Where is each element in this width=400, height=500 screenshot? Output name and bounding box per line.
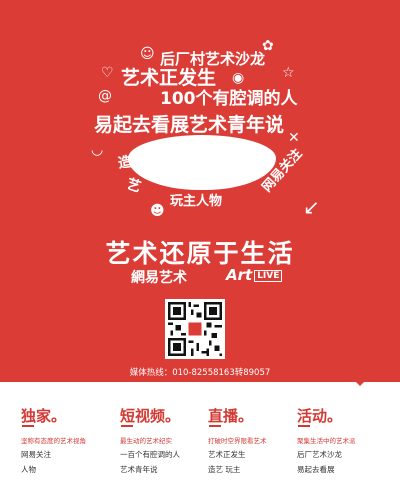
word-art-happening: 艺术正发生 [121, 67, 217, 89]
column-subtitle: 最生动的艺术纪实 [120, 437, 172, 445]
column-events: 活动。 聚集生活中的艺术派 后厂艺术沙龙 易起去看展 [297, 405, 392, 476]
word-exhibition: 易起去看展艺术青年说 [94, 114, 285, 136]
artlive-logo-text: Art [226, 266, 253, 284]
slogan: 艺术还原于生活 [105, 239, 295, 268]
column-subtitle: 坚称有态度的艺术视角 [21, 437, 86, 445]
star-doodle-icon: ☆ [282, 65, 295, 81]
word-100-people: 100个有腔调的人 [160, 89, 298, 109]
media-hotline: 媒体热线：010-82558163转89057 [129, 368, 271, 378]
column-tag[interactable]: 易起去看展 [297, 465, 335, 474]
spiral-doodle-icon: @ [98, 88, 112, 104]
word-players: 玩主人物 [170, 194, 223, 209]
word-zao: 造 [117, 154, 134, 172]
pointer-arrow [354, 380, 366, 386]
swirl-doodle-icon: ✿ [262, 38, 274, 54]
column-tag[interactable]: 后厂艺术沙龙 [297, 450, 342, 459]
column-tag[interactable]: 网易关注 [21, 450, 51, 459]
column-tag[interactable]: 人物 [21, 465, 36, 474]
column-title: 独家。 [21, 405, 116, 427]
netease-art-logo: 網易艺术 [131, 270, 187, 286]
column-subtitle: 打破时空界限看艺术 [208, 437, 267, 445]
cross-doodle-icon: ✕ [288, 130, 300, 146]
arrow-doodle-icon: ↙ [303, 195, 320, 219]
smile-doodle-icon: ◡ [91, 142, 104, 158]
column-exclusive: 独家。 坚称有态度的艺术视角 网易关注 人物 [21, 405, 116, 476]
eye-doodle-icon: ◉ [232, 70, 245, 86]
artlive-logo: Art LIVE [226, 266, 283, 284]
column-subtitle: 聚集生活中的艺术派 [297, 437, 356, 445]
word-yi: 艺 [124, 176, 143, 196]
column-short-video: 短视频。 最生动的艺术纪实 一百个有腔调的人 艺术青年说 [120, 405, 215, 476]
word-salon: 后厂村艺术沙龙 [160, 50, 266, 68]
artlive-badge: LIVE [254, 269, 283, 282]
face-doodle-icon: ☻ [150, 203, 165, 219]
column-tag[interactable]: 造艺 玩主 [208, 465, 241, 474]
hero-panel: ☺ ✿ ☆ ♡ @ ◉ ✕ ↙ ☻ ◡ 后厂村艺术沙龙 艺术正发生 100个有腔… [0, 0, 400, 382]
column-tag[interactable]: 艺术正发生 [208, 450, 246, 459]
column-title: 活动。 [297, 405, 392, 427]
heart-doodle-icon: ♡ [101, 65, 114, 81]
column-title: 直播。 [208, 405, 303, 427]
column-live: 直播。 打破时空界限看艺术 艺术正发生 造艺 玩主 [208, 405, 303, 476]
column-tag[interactable]: 艺术青年说 [120, 465, 158, 474]
column-title: 短视频。 [120, 405, 215, 427]
column-tag[interactable]: 一百个有腔调的人 [120, 450, 180, 459]
speech-blob [128, 135, 276, 190]
qr-code[interactable] [165, 299, 225, 359]
face-doodle-icon: ☺ [140, 46, 155, 62]
